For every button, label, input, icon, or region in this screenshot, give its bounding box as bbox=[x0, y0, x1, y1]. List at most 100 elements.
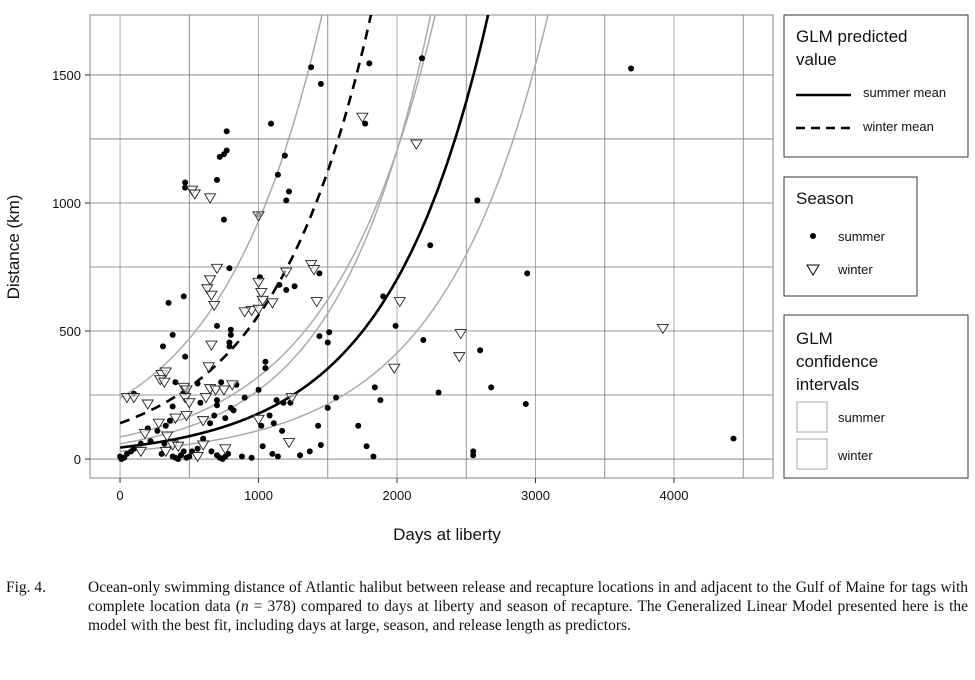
summer-point bbox=[180, 448, 187, 455]
summer-point bbox=[262, 358, 269, 365]
summer-point bbox=[392, 322, 399, 329]
summer-point bbox=[180, 293, 187, 300]
summer-point bbox=[270, 420, 277, 427]
winter-point bbox=[252, 304, 265, 316]
summer-point bbox=[213, 176, 220, 183]
summer-point bbox=[172, 379, 179, 386]
summer-lower-CI-curve bbox=[120, 15, 549, 453]
summer-point bbox=[227, 331, 234, 338]
summer-point bbox=[273, 397, 280, 404]
y-axis-label: Distance (km) bbox=[4, 195, 23, 300]
winter-point bbox=[191, 452, 204, 463]
summer-point bbox=[211, 412, 218, 419]
summer-point bbox=[169, 331, 176, 338]
summer-point bbox=[317, 441, 324, 448]
winter-point bbox=[205, 290, 218, 302]
circle-marker-swatch bbox=[810, 233, 816, 239]
legend-label: winter bbox=[837, 448, 873, 463]
summer-point bbox=[159, 343, 166, 350]
winter-point bbox=[356, 112, 369, 124]
summer-point bbox=[248, 454, 255, 461]
summer-point bbox=[279, 427, 286, 434]
winter-point bbox=[387, 363, 401, 375]
winter-point bbox=[200, 284, 214, 295]
winter-point bbox=[158, 377, 171, 389]
summer-point bbox=[326, 329, 333, 336]
summer-point bbox=[418, 55, 425, 62]
summer-point bbox=[477, 347, 484, 354]
winter-point bbox=[203, 193, 217, 204]
winter-point bbox=[393, 297, 407, 308]
summer-point bbox=[213, 322, 220, 329]
winter-point bbox=[159, 446, 173, 458]
summer-point bbox=[628, 65, 635, 72]
summer-point bbox=[208, 448, 215, 455]
winter-point bbox=[180, 385, 193, 396]
summer-point bbox=[207, 420, 214, 427]
summer-point bbox=[226, 265, 233, 272]
summer-point bbox=[488, 384, 495, 391]
summer-point bbox=[161, 440, 168, 447]
winter-point bbox=[307, 265, 321, 276]
winter-point bbox=[279, 267, 293, 278]
winter-point bbox=[217, 385, 231, 396]
winter-point bbox=[196, 440, 210, 451]
summer-point bbox=[371, 384, 378, 391]
legend-title: value bbox=[796, 50, 837, 69]
winter-point bbox=[188, 189, 202, 200]
caption-text-part: = 378) compared to days at liberty and s… bbox=[88, 598, 968, 634]
summer-point bbox=[213, 397, 220, 404]
legend-label: summer bbox=[838, 229, 886, 244]
winter-point bbox=[138, 428, 152, 440]
summer-point bbox=[280, 399, 287, 406]
winter-point bbox=[205, 340, 218, 351]
summer-point bbox=[223, 147, 230, 154]
legend-title: Season bbox=[796, 189, 854, 208]
summer-point bbox=[186, 453, 193, 460]
summer-point bbox=[165, 299, 172, 306]
winter-point bbox=[141, 399, 155, 410]
summer-point bbox=[276, 281, 283, 288]
summer-point bbox=[137, 440, 144, 447]
summer-point bbox=[308, 64, 315, 71]
summer-point bbox=[427, 242, 434, 249]
summer-point bbox=[274, 453, 281, 460]
summer-point bbox=[259, 443, 266, 450]
y-tick-label: 0 bbox=[74, 452, 81, 467]
summer-point bbox=[297, 452, 304, 459]
legend-confidence-intervals: GLM confidence intervals summer winter bbox=[783, 314, 969, 479]
legend-label: summer mean bbox=[863, 85, 946, 100]
summer-point bbox=[362, 120, 369, 127]
summer-point bbox=[227, 326, 234, 333]
winter-point bbox=[256, 295, 269, 307]
x-tick-label: 4000 bbox=[660, 488, 689, 503]
legend-title: GLM bbox=[796, 329, 833, 348]
winter-point bbox=[182, 398, 196, 409]
summer-point bbox=[324, 404, 331, 411]
summer-point bbox=[162, 422, 169, 429]
winter-point bbox=[180, 411, 193, 422]
summer-point bbox=[197, 399, 204, 406]
summer-point bbox=[355, 422, 362, 429]
winter-point bbox=[202, 362, 215, 373]
summer-point bbox=[194, 445, 201, 452]
summer-point bbox=[213, 402, 220, 409]
winter-point bbox=[203, 275, 217, 286]
summer-point bbox=[306, 448, 313, 455]
summer-point bbox=[166, 417, 173, 424]
legend-label: summer bbox=[838, 410, 886, 425]
summer-point bbox=[377, 397, 384, 404]
summer-point bbox=[182, 353, 189, 360]
summer-point bbox=[182, 179, 189, 186]
summer-point bbox=[524, 270, 531, 277]
figure-caption: Fig. 4. Ocean-only swimming distance of … bbox=[6, 578, 968, 635]
x-axis-label: Days at liberty bbox=[393, 525, 501, 544]
summer-point bbox=[286, 188, 293, 195]
winter-point bbox=[252, 414, 265, 426]
winter-point bbox=[255, 288, 268, 299]
winter-point bbox=[454, 329, 468, 340]
winter-point bbox=[252, 211, 265, 222]
summer-point bbox=[200, 435, 207, 442]
summer-point bbox=[366, 60, 373, 67]
summer-point bbox=[380, 293, 387, 300]
